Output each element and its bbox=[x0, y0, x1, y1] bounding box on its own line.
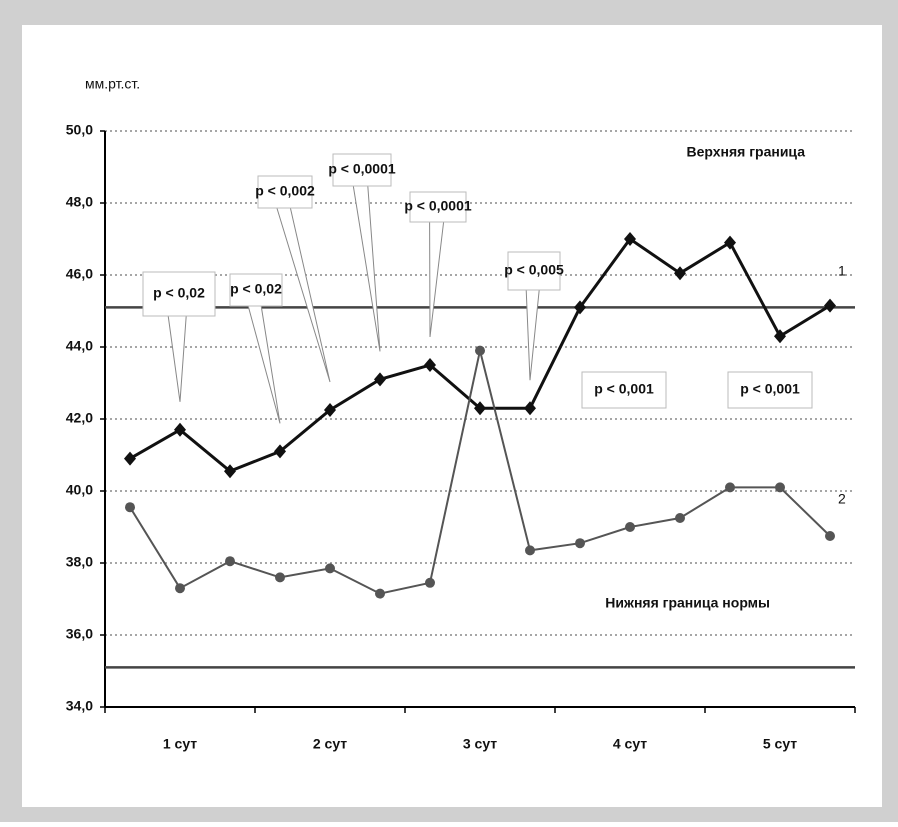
reference-label: Верхняя граница bbox=[686, 144, 805, 160]
point bbox=[224, 464, 236, 479]
y-tick-label: 38,0 bbox=[66, 554, 93, 570]
x-tick-label: 5 сут bbox=[763, 736, 797, 752]
point bbox=[824, 298, 836, 313]
point bbox=[175, 583, 185, 594]
annotation: p < 0,0001 bbox=[404, 198, 472, 214]
callout-box bbox=[409, 191, 467, 223]
callout-box bbox=[581, 371, 667, 409]
callout-pointer bbox=[276, 207, 331, 383]
point bbox=[724, 235, 736, 250]
point bbox=[725, 482, 735, 493]
point bbox=[124, 451, 136, 466]
x-tick-label: 2 сут bbox=[313, 736, 347, 752]
point bbox=[275, 572, 285, 583]
reference-label: Нижняя граница нормы bbox=[605, 595, 770, 611]
callout-pointer bbox=[247, 305, 281, 424]
annotation: p < 0,005 bbox=[504, 262, 564, 278]
point bbox=[474, 401, 486, 416]
panel bbox=[22, 25, 882, 807]
y-axis-label: мм.рт.ст. bbox=[85, 76, 140, 92]
point bbox=[475, 345, 485, 356]
callout-box bbox=[142, 271, 216, 317]
point bbox=[675, 513, 685, 523]
point bbox=[424, 358, 436, 372]
y-tick-label: 48,0 bbox=[66, 194, 93, 210]
annotation: p < 0,002 bbox=[255, 183, 315, 199]
x-tick-label: 4 сут bbox=[613, 736, 647, 752]
annotation: p < 0,02 bbox=[153, 285, 205, 301]
y-tick-label: 44,0 bbox=[66, 338, 93, 354]
callout-box bbox=[257, 175, 313, 209]
annotation: p < 0,02 bbox=[230, 281, 282, 297]
x-tick-label: 3 сут bbox=[463, 736, 497, 752]
point bbox=[374, 372, 386, 387]
point bbox=[274, 444, 286, 459]
point bbox=[425, 577, 435, 588]
y-tick-label: 42,0 bbox=[66, 410, 93, 426]
point bbox=[674, 266, 686, 281]
callout-box bbox=[332, 153, 392, 187]
callout-pointer bbox=[352, 185, 381, 352]
point bbox=[774, 329, 786, 344]
point bbox=[524, 401, 536, 416]
x-tick-label: 1 сут bbox=[163, 736, 197, 752]
y-tick-label: 50,0 bbox=[66, 122, 93, 138]
point bbox=[625, 522, 635, 532]
callout-pointer bbox=[525, 289, 540, 381]
point bbox=[125, 502, 135, 513]
point bbox=[825, 531, 835, 541]
y-tick-label: 40,0 bbox=[66, 482, 93, 498]
callout-pointer bbox=[167, 315, 187, 402]
point bbox=[624, 232, 636, 246]
annotation: p < 0,001 bbox=[594, 381, 654, 397]
point bbox=[575, 538, 585, 549]
annotation: p < 0,001 bbox=[740, 381, 800, 397]
point bbox=[324, 403, 336, 417]
point bbox=[174, 422, 186, 437]
callout-box bbox=[507, 251, 561, 291]
callout-pointer bbox=[429, 221, 445, 338]
callout-box bbox=[727, 371, 813, 409]
point bbox=[375, 588, 385, 599]
series-label: 2 bbox=[838, 491, 846, 507]
y-tick-label: 34,0 bbox=[66, 698, 93, 714]
point bbox=[325, 563, 335, 574]
point bbox=[225, 556, 235, 567]
callout-box bbox=[229, 273, 283, 307]
point bbox=[775, 482, 785, 493]
annotation: p < 0,0001 bbox=[328, 161, 396, 177]
point bbox=[574, 300, 586, 315]
y-tick-label: 36,0 bbox=[66, 626, 93, 642]
point bbox=[525, 545, 535, 556]
series-label: 1 bbox=[838, 263, 846, 279]
y-tick-label: 46,0 bbox=[66, 266, 93, 282]
